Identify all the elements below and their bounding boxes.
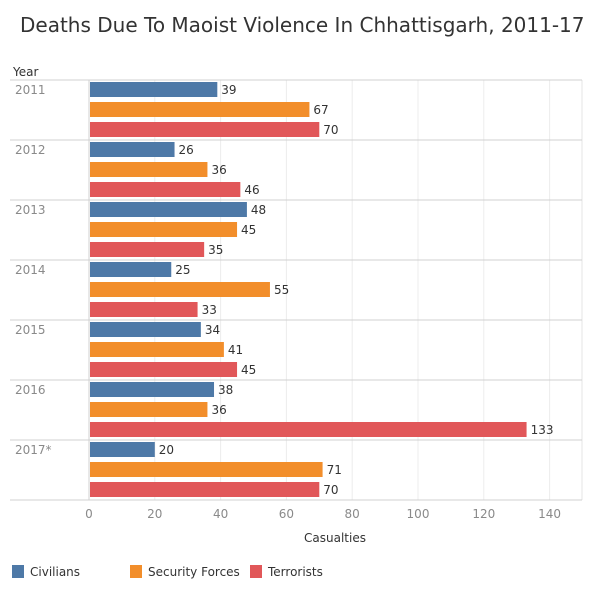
bar <box>90 462 323 477</box>
data-label: 34 <box>205 323 220 337</box>
bar <box>90 82 218 97</box>
bar <box>90 282 270 297</box>
year-label: 2015 <box>15 323 46 337</box>
x-axis-title: Casualties <box>304 531 366 545</box>
data-label: 133 <box>531 423 554 437</box>
legend-swatch <box>12 565 24 578</box>
x-axis: 0 20 40 60 80 100 120 140 <box>85 507 561 521</box>
year-label: 2017* <box>15 443 52 457</box>
data-label: 45 <box>241 223 256 237</box>
data-label: 71 <box>327 463 342 477</box>
bar <box>90 422 527 437</box>
year-label: 2014 <box>15 263 46 277</box>
data-label: 35 <box>208 243 223 257</box>
data-label: 70 <box>323 483 338 497</box>
bar <box>90 482 320 497</box>
x-tick-label: 120 <box>472 507 495 521</box>
legend-label: Civilians <box>30 565 80 579</box>
bars: 39 67 70 26 36 46 48 45 35 25 55 33 34 41 45 38 36 133 20 7… <box>90 82 553 497</box>
bar <box>90 342 224 357</box>
chart-title: Deaths Due To Maoist Violence In Chhatti… <box>20 13 585 37</box>
bar <box>90 122 320 137</box>
data-label: 36 <box>211 163 226 177</box>
bar <box>90 162 208 177</box>
data-label: 48 <box>251 203 266 217</box>
bar <box>90 202 247 217</box>
data-label: 39 <box>221 83 236 97</box>
legend-swatch <box>130 565 142 578</box>
bar <box>90 182 241 197</box>
data-label: 33 <box>202 303 217 317</box>
x-tick-label: 100 <box>407 507 430 521</box>
data-label: 41 <box>228 343 243 357</box>
bar <box>90 242 205 257</box>
bar <box>90 262 172 277</box>
x-tick-label: 0 <box>85 507 93 521</box>
year-label: 2016 <box>15 383 46 397</box>
data-label: 26 <box>179 143 194 157</box>
data-label: 70 <box>323 123 338 137</box>
bar <box>90 322 201 337</box>
bar <box>90 102 310 117</box>
bar <box>90 402 208 417</box>
gridlines: 2011 2012 2013 2014 2015 2016 2017* <box>10 79 583 501</box>
bar <box>90 302 198 317</box>
x-tick-label: 80 <box>345 507 360 521</box>
legend-label: Terrorists <box>267 565 323 579</box>
year-label: 2013 <box>15 203 46 217</box>
x-tick-label: 40 <box>213 507 228 521</box>
bar <box>90 442 155 457</box>
x-tick-label: 60 <box>279 507 294 521</box>
data-label: 45 <box>241 363 256 377</box>
data-label: 25 <box>175 263 190 277</box>
legend-label: Security Forces <box>148 565 240 579</box>
data-label: 38 <box>218 383 233 397</box>
year-label: 2012 <box>15 143 46 157</box>
y-axis-title: Year <box>12 65 38 79</box>
data-label: 55 <box>274 283 289 297</box>
year-label: 2011 <box>15 83 46 97</box>
legend-swatch <box>250 565 262 578</box>
bar <box>90 142 175 157</box>
x-tick-label: 140 <box>538 507 561 521</box>
data-label: 36 <box>211 403 226 417</box>
data-label: 67 <box>313 103 328 117</box>
bar <box>90 222 238 237</box>
bar <box>90 362 238 377</box>
legend: Civilians Security Forces Terrorists <box>12 565 323 579</box>
bar <box>90 382 215 397</box>
data-label: 46 <box>244 183 259 197</box>
x-tick-label: 20 <box>147 507 162 521</box>
data-label: 20 <box>159 443 174 457</box>
